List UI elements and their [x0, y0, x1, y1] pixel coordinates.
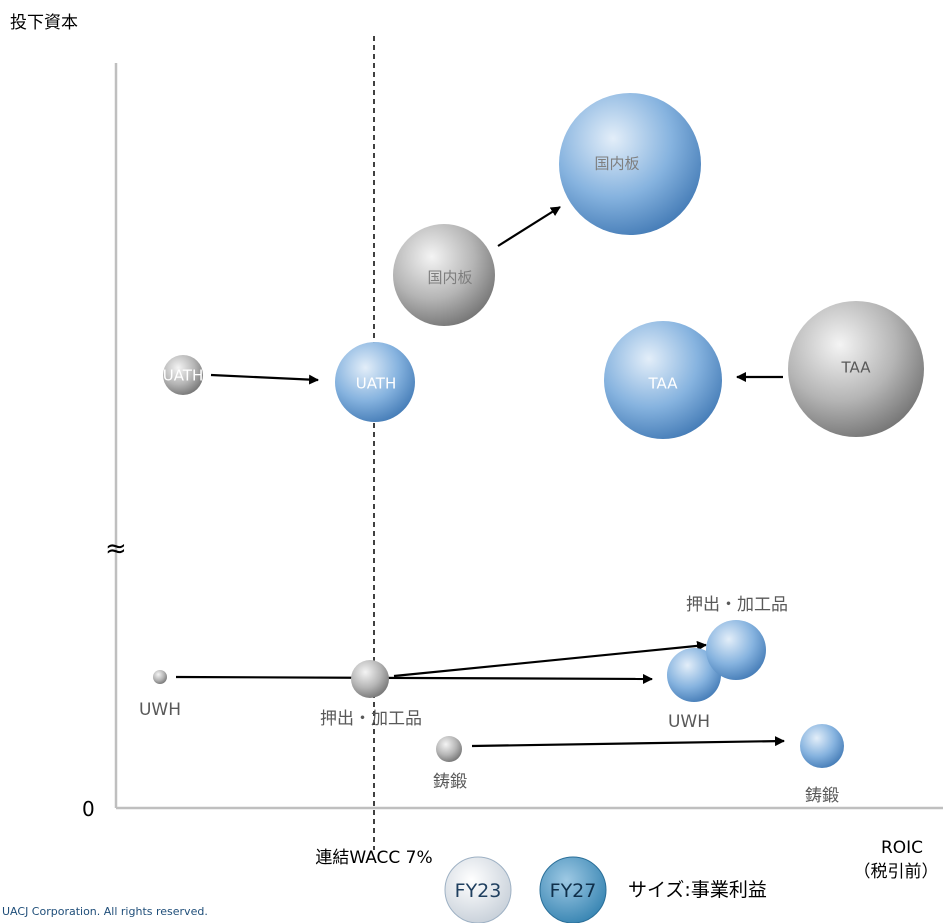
bubble-fy23-uath [163, 355, 203, 395]
label-fy27-taa: TAA [648, 375, 679, 393]
bubble-fy27-uath [335, 342, 415, 422]
bubble-fy23-forging [436, 736, 462, 762]
label-fy23-forging: 鋳鍛 [433, 772, 467, 792]
fy27-bubbles [335, 93, 844, 768]
arrow-uwh [175, 673, 653, 684]
bubble-fy27-forging [800, 724, 844, 768]
y-axis-label: 投下資本 [10, 13, 78, 33]
copyright-text: UACJ Corporation. All rights reserved. [2, 905, 208, 918]
y-axis-break: ≈ [105, 534, 127, 564]
bubble-fy27-domestic-sheet [559, 93, 701, 235]
size-legend: FY23 FY27 サイズ:事業利益 [444, 856, 767, 923]
label-fy23-extrusion: 押出・加工品 [320, 709, 422, 729]
y-origin-label: 0 [82, 797, 95, 821]
bubble-fy23-taa [788, 301, 924, 437]
bubble-fy27-uwh [667, 648, 721, 702]
fy23-bubbles [153, 224, 924, 762]
label-fy27-uwh: UWH [668, 712, 710, 732]
legend-fy23-label: FY23 [455, 880, 502, 902]
label-fy27-forging: 鋳鍛 [805, 786, 839, 806]
arrow-domestic-sheet [497, 206, 561, 247]
bubble-fy27-extrusion [706, 620, 766, 680]
label-fy23-uwh: UWH [139, 700, 181, 720]
bubble-fy23-uwh [153, 670, 167, 684]
arrow-uath [210, 373, 319, 385]
legend-fy27-label: FY27 [550, 880, 597, 902]
x-axis-label-line1: ROIC [881, 838, 923, 858]
label-fy27-domestic-sheet: 国内板 [594, 155, 639, 173]
arrow-extrusion [393, 640, 707, 678]
label-fy27-extrusion: 押出・加工品 [686, 595, 788, 615]
arrow-forging [471, 736, 785, 748]
size-legend-caption: サイズ:事業利益 [628, 879, 767, 901]
x-axis-label-line2: （税引前） [854, 862, 939, 882]
bubble-fy23-extrusion [351, 660, 389, 698]
legend-fy23-bubble [444, 856, 512, 923]
label-fy23-taa: TAA [841, 359, 872, 377]
bubble-fy23-domestic-sheet [393, 224, 495, 326]
label-fy27-uath: UATH [356, 375, 397, 393]
label-fy23-uath: UATH [163, 367, 204, 385]
wacc-label: 連結WACC 7% [315, 848, 432, 868]
legend-fy27-bubble [539, 856, 607, 923]
label-fy23-domestic-sheet: 国内板 [427, 269, 472, 287]
bubble-fy27-taa [604, 321, 722, 439]
